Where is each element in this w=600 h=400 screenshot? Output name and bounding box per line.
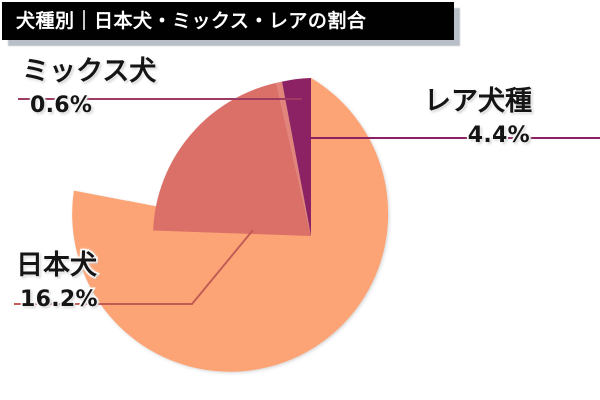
- pie-slice-mixed-dog[interactable]: [276, 81, 311, 236]
- callout-rare-breed-name: レア犬種: [422, 86, 533, 118]
- leader-line-japanese-dog: [14, 229, 254, 305]
- callout-mixed-dog-value: 0.6%: [28, 93, 93, 119]
- callout-japanese-dog: 日本犬 16.2%: [14, 250, 99, 313]
- callout-japanese-dog-name: 日本犬: [14, 250, 98, 282]
- callout-rare-breed-value: 4.4%: [466, 123, 531, 149]
- callout-rare-breed: レア犬種 4.4%: [422, 86, 533, 149]
- pie-slice-japanese-dog[interactable]: [153, 82, 311, 237]
- pie-slice-rare-breed[interactable]: [282, 78, 311, 236]
- page-title: 犬種別｜日本犬・ミックス・レアの割合: [16, 9, 367, 32]
- callout-mixed-dog-name: ミックス犬: [20, 56, 158, 88]
- callout-mixed-dog: ミックス犬 0.6%: [20, 56, 158, 119]
- callout-japanese-dog-value: 16.2%: [18, 287, 99, 313]
- title-bar: 犬種別｜日本犬・ミックス・レアの割合: [2, 2, 454, 40]
- pie-slices-group: [72, 78, 389, 372]
